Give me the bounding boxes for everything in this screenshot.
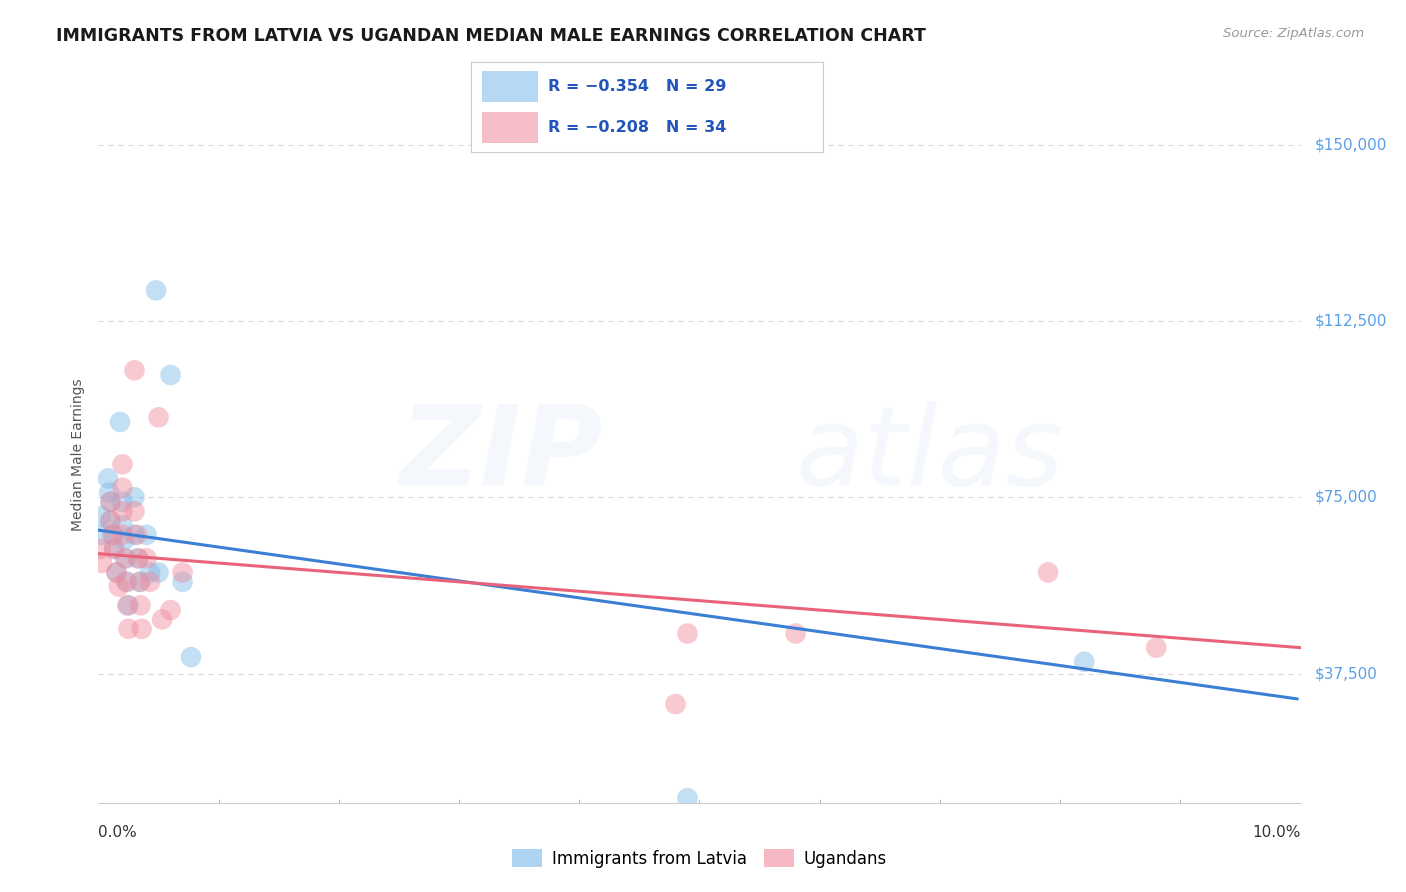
Point bbox=[103, 541, 125, 556]
Point bbox=[111, 528, 134, 542]
Point bbox=[100, 514, 122, 528]
Point bbox=[90, 541, 112, 556]
Bar bbox=[482, 112, 538, 143]
Text: $112,500: $112,500 bbox=[1315, 313, 1386, 328]
Point bbox=[159, 368, 181, 382]
Point bbox=[1144, 640, 1167, 655]
Point bbox=[128, 574, 150, 589]
Point bbox=[115, 574, 138, 589]
Bar bbox=[482, 71, 538, 102]
Text: 10.0%: 10.0% bbox=[1253, 825, 1301, 840]
Point bbox=[114, 533, 136, 547]
Point bbox=[1036, 566, 1059, 580]
Point bbox=[114, 551, 136, 566]
Text: atlas: atlas bbox=[796, 401, 1064, 508]
Point bbox=[100, 514, 122, 528]
Point bbox=[172, 566, 194, 580]
Point bbox=[91, 556, 114, 570]
Point bbox=[90, 509, 112, 524]
Text: $75,000: $75,000 bbox=[1315, 490, 1378, 505]
Point bbox=[127, 551, 149, 566]
Point bbox=[108, 580, 131, 594]
Text: Source: ZipAtlas.com: Source: ZipAtlas.com bbox=[1223, 27, 1364, 40]
Point bbox=[124, 504, 146, 518]
Point bbox=[172, 574, 194, 589]
Point bbox=[98, 485, 121, 500]
Point bbox=[101, 528, 124, 542]
Point bbox=[91, 528, 114, 542]
Point bbox=[180, 650, 202, 665]
Text: R = −0.208   N = 34: R = −0.208 N = 34 bbox=[548, 120, 727, 135]
Point bbox=[145, 284, 167, 298]
Point bbox=[785, 626, 807, 640]
Point bbox=[129, 574, 152, 589]
Text: ZIP: ZIP bbox=[399, 401, 603, 508]
Y-axis label: Median Male Earnings: Median Male Earnings bbox=[72, 378, 86, 532]
Legend: Immigrants from Latvia, Ugandans: Immigrants from Latvia, Ugandans bbox=[505, 842, 894, 874]
Point bbox=[139, 566, 162, 580]
Point bbox=[117, 599, 139, 613]
Point bbox=[101, 528, 124, 542]
Point bbox=[105, 566, 128, 580]
Point bbox=[129, 599, 152, 613]
Point bbox=[148, 566, 170, 580]
Point bbox=[124, 528, 146, 542]
Point bbox=[111, 504, 134, 518]
Point bbox=[111, 458, 134, 472]
Point bbox=[108, 415, 131, 429]
Text: IMMIGRANTS FROM LATVIA VS UGANDAN MEDIAN MALE EARNINGS CORRELATION CHART: IMMIGRANTS FROM LATVIA VS UGANDAN MEDIAN… bbox=[56, 27, 927, 45]
Point bbox=[124, 490, 146, 504]
Point bbox=[124, 363, 146, 377]
Point bbox=[117, 599, 139, 613]
Point bbox=[125, 528, 148, 542]
Point bbox=[103, 541, 125, 556]
Point bbox=[111, 495, 134, 509]
Point bbox=[97, 471, 120, 485]
Point bbox=[131, 622, 153, 636]
Point bbox=[127, 551, 149, 566]
Point bbox=[117, 574, 139, 589]
Point bbox=[664, 697, 686, 711]
Point bbox=[135, 551, 157, 566]
Point bbox=[111, 481, 134, 495]
Point bbox=[676, 791, 699, 805]
Point bbox=[148, 410, 170, 425]
Point bbox=[117, 622, 139, 636]
Point bbox=[139, 574, 162, 589]
Point bbox=[159, 603, 181, 617]
Point bbox=[100, 495, 122, 509]
Point bbox=[676, 626, 699, 640]
Point bbox=[1073, 655, 1095, 669]
Text: 0.0%: 0.0% bbox=[98, 825, 138, 840]
Point bbox=[135, 528, 157, 542]
Text: R = −0.354   N = 29: R = −0.354 N = 29 bbox=[548, 79, 727, 94]
Point bbox=[100, 495, 122, 509]
Text: $150,000: $150,000 bbox=[1315, 137, 1386, 153]
Text: $37,500: $37,500 bbox=[1315, 666, 1378, 681]
Point bbox=[105, 566, 128, 580]
Point bbox=[115, 551, 138, 566]
Point bbox=[111, 518, 134, 533]
Point bbox=[150, 612, 173, 626]
